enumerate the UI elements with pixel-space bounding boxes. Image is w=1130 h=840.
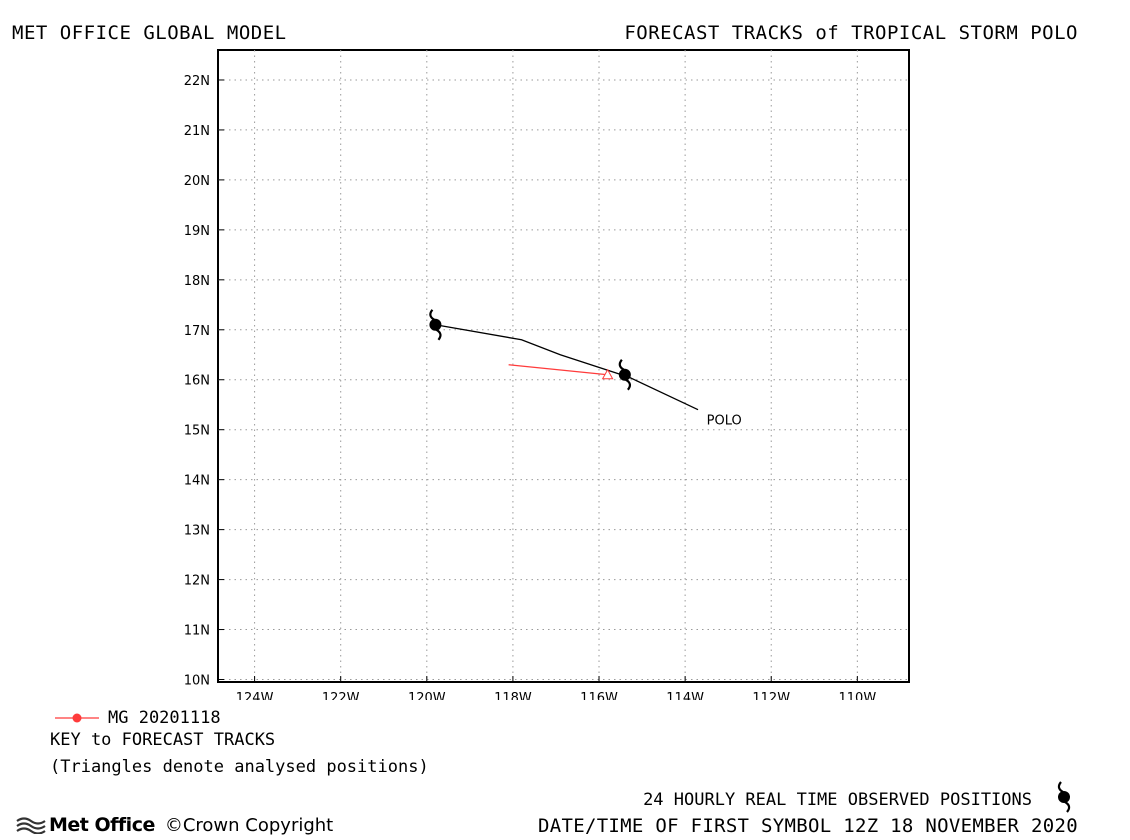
latitude-labels: 22N 21N 20N 19N 18N 17N 16N 15N 14N 13N 12N 11N 10N bbox=[184, 74, 210, 689]
observed-positions-note: 24 HOURLY REAL TIME OBSERVED POSITIONS bbox=[643, 790, 1032, 810]
map-grid bbox=[218, 50, 909, 682]
lat-label: 19N bbox=[184, 224, 210, 239]
brand-name: Met Office bbox=[49, 814, 155, 836]
lat-label: 20N bbox=[184, 174, 210, 189]
legend-swatch-dot bbox=[72, 713, 82, 723]
lat-label: 22N bbox=[184, 74, 210, 89]
lat-label: 16N bbox=[184, 374, 210, 389]
hurricane-symbol-icon bbox=[618, 359, 632, 391]
key-note: (Triangles denote analysed positions) bbox=[50, 757, 429, 777]
header-left-title: MET OFFICE GLOBAL MODEL bbox=[12, 22, 287, 44]
observed-track-line bbox=[435, 324, 699, 411]
lat-label: 10N bbox=[184, 674, 210, 689]
forecast-track-line bbox=[508, 364, 608, 376]
lat-label: 11N bbox=[184, 624, 210, 639]
track-map: 22N21N20N19N18N17N16N15N14N13N12N11N10N … bbox=[184, 49, 910, 700]
hurricane-symbol-icon bbox=[429, 309, 442, 341]
lat-label: 17N bbox=[184, 324, 210, 339]
lon-label: 122W bbox=[322, 691, 360, 700]
lat-label: 13N bbox=[184, 524, 210, 539]
lon-label: 124W bbox=[236, 691, 274, 700]
longitude-labels: 124W 122W 120W 118W 116W 114W 112W 110W bbox=[236, 691, 877, 700]
copyright-notice: ©Crown Copyright bbox=[164, 814, 334, 836]
header-right-title: FORECAST TRACKS of TROPICAL STORM POLO bbox=[624, 22, 1078, 44]
lat-label: 15N bbox=[184, 424, 210, 439]
lon-label: 114W bbox=[666, 691, 704, 700]
met-office-brand: Met Office ©Crown Copyright bbox=[16, 814, 333, 836]
analysed-position-triangle bbox=[601, 368, 614, 380]
legend-swatch bbox=[55, 713, 99, 723]
lon-label: 116W bbox=[580, 691, 618, 700]
legend-entry: MG 20201118 bbox=[108, 708, 221, 728]
first-symbol-datetime: DATE/TIME OF FIRST SYMBOL 12Z 18 NOVEMBE… bbox=[538, 815, 1078, 837]
storm-label: POLO bbox=[707, 414, 742, 429]
map-frame bbox=[217, 49, 910, 683]
lon-label: 118W bbox=[494, 691, 532, 700]
lat-label: 21N bbox=[184, 124, 210, 139]
lon-label: 112W bbox=[752, 691, 790, 700]
lon-label: 120W bbox=[408, 691, 446, 700]
key-title: KEY to FORECAST TRACKS bbox=[50, 730, 276, 750]
hurricane-symbol-icon bbox=[1057, 781, 1071, 813]
lat-label: 12N bbox=[184, 574, 210, 589]
tracks-layer bbox=[429, 309, 699, 411]
lat-label: 14N bbox=[184, 474, 210, 489]
met-office-logo-icon bbox=[16, 817, 46, 834]
lon-label: 110W bbox=[839, 691, 877, 700]
lat-label: 18N bbox=[184, 274, 210, 289]
